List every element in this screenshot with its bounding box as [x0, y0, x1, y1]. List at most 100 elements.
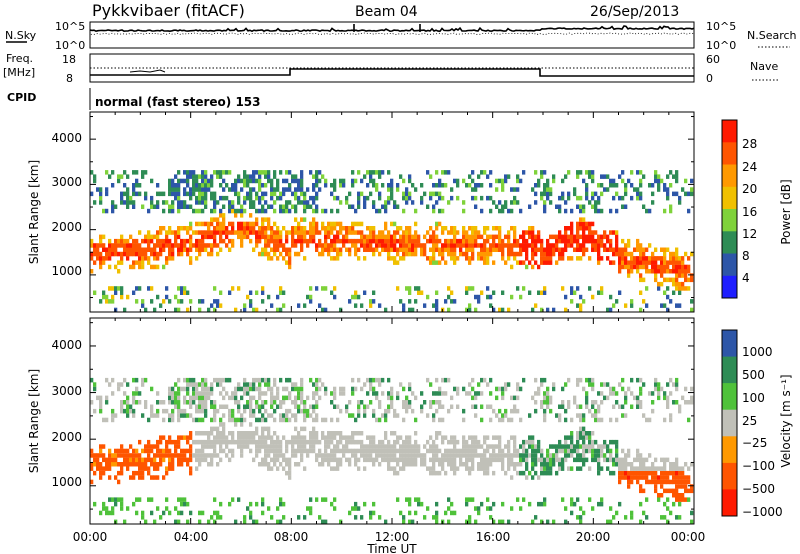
power-cell: [513, 200, 517, 205]
velocity-cell: [255, 431, 259, 436]
velocity-cell: [135, 448, 139, 454]
power-cell: [534, 247, 538, 252]
power-cell: [156, 204, 160, 209]
velocity-cell: [138, 457, 142, 463]
velocity-cell: [600, 497, 604, 502]
power-cell: [465, 243, 469, 248]
power-cell: [651, 191, 655, 197]
velocity-cell: [546, 453, 550, 458]
power-cell: [357, 230, 361, 235]
power-cell: [399, 226, 403, 231]
velocity-cell: [108, 457, 112, 463]
velocity-cell: [345, 457, 349, 463]
power-cell: [207, 221, 211, 227]
velocity-cell: [129, 453, 133, 458]
velocity-cell: [282, 417, 286, 423]
velocity-cell: [222, 377, 226, 383]
power-cell: [486, 238, 490, 244]
velocity-cell: [402, 448, 406, 454]
power-cell: [564, 234, 568, 240]
velocity-cell: [210, 426, 214, 432]
power-cell: [114, 251, 118, 257]
power-cell: [675, 260, 679, 265]
power-cell: [222, 238, 226, 244]
power-cell: [210, 183, 214, 188]
power-cell: [159, 251, 163, 257]
power-cell: [228, 230, 232, 235]
power-cell: [561, 234, 565, 240]
power-cell: [210, 178, 214, 184]
power-cell: [534, 200, 538, 205]
power-cell: [264, 174, 268, 179]
velocity-cell: [678, 408, 682, 414]
velocity-cell: [570, 431, 574, 436]
power-cell: [450, 247, 454, 252]
velocity-cell: [195, 417, 199, 423]
velocity-cell: [609, 386, 613, 392]
velocity-cell: [303, 448, 307, 454]
power-cell: [150, 200, 154, 205]
power-cell: [387, 256, 391, 261]
power-cell: [207, 178, 211, 184]
velocity-cell: [300, 377, 304, 383]
velocity-cell: [300, 382, 304, 387]
velocity-cell: [327, 431, 331, 436]
velocity-cell: [321, 497, 325, 502]
power-cell: [489, 170, 493, 175]
velocity-cell: [507, 444, 511, 449]
power-cell: [534, 303, 538, 308]
velocity-cell: [543, 462, 547, 467]
power-cell: [555, 260, 559, 265]
power-cell: [126, 195, 130, 201]
power-cell: [678, 286, 682, 291]
power-cell: [333, 195, 337, 201]
power-cell: [489, 243, 493, 248]
power-cell: [165, 260, 169, 265]
power-cell: [690, 178, 694, 184]
velocity-cell: [594, 448, 598, 454]
power-cell: [330, 208, 334, 214]
power-cell: [201, 238, 205, 244]
xtick-0400: 04:00: [174, 530, 209, 544]
power-cb-12: 12: [742, 227, 757, 241]
power-cell: [360, 178, 364, 184]
power-cell: [408, 243, 412, 248]
velocity-cell: [639, 470, 643, 476]
power-cell: [384, 221, 388, 227]
power-cell: [453, 251, 457, 257]
velocity-cell: [279, 501, 283, 507]
power-cell: [402, 251, 406, 257]
velocity-cell: [570, 501, 574, 507]
velocity-cell: [474, 448, 478, 454]
cpid-row: CPID normal (fast stereo) 153: [7, 88, 261, 110]
velocity-cell: [642, 475, 646, 480]
velocity-cell: [213, 519, 217, 525]
noise-panel: N.Sky 10^5 10^0 10^5 10^0 N.Search: [5, 20, 797, 52]
power-cell: [141, 256, 145, 261]
velocity-cell: [501, 519, 505, 525]
velocity-cell: [483, 435, 487, 440]
power-cell: [540, 260, 544, 265]
power-cell: [468, 303, 472, 308]
colorbar-segment: [722, 383, 737, 411]
power-cell: [567, 191, 571, 197]
velocity-cell: [273, 395, 277, 401]
power-cell: [534, 251, 538, 257]
velocity-cell: [249, 386, 253, 392]
velocity-cell: [210, 462, 214, 467]
velocity-cell: [654, 457, 658, 463]
velocity-cell: [213, 426, 217, 432]
velocity-cell: [171, 395, 175, 401]
power-cell: [432, 247, 436, 252]
power-cell: [639, 247, 643, 252]
power-cell: [612, 251, 616, 257]
power-cell: [468, 183, 472, 188]
velocity-cell: [297, 515, 301, 520]
velocity-cell: [123, 377, 127, 383]
velocity-cell: [486, 497, 490, 502]
power-cell: [471, 243, 475, 248]
velocity-cell: [672, 400, 676, 405]
velocity-cell: [177, 413, 181, 418]
power-cell: [510, 264, 514, 270]
velocity-cell: [132, 448, 136, 454]
